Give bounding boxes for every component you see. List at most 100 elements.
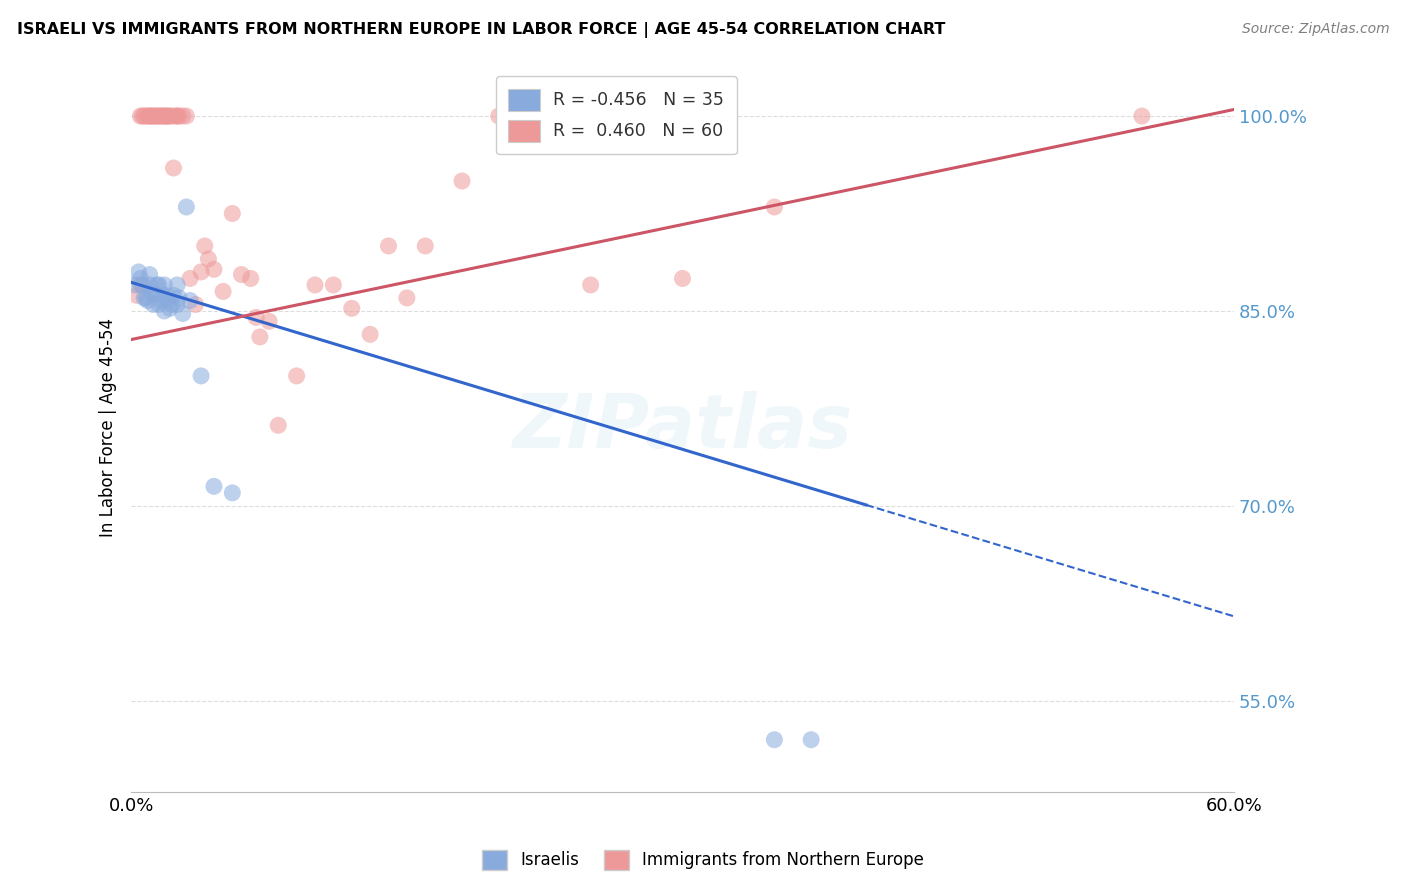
Legend: R = -0.456   N = 35, R =  0.460   N = 60: R = -0.456 N = 35, R = 0.460 N = 60 bbox=[496, 77, 737, 154]
Point bbox=[141, 109, 163, 123]
Point bbox=[172, 109, 194, 123]
Point bbox=[165, 109, 187, 123]
Y-axis label: In Labor Force | Age 45-54: In Labor Force | Age 45-54 bbox=[100, 318, 117, 537]
Point bbox=[285, 368, 308, 383]
Point bbox=[249, 330, 271, 344]
Point bbox=[800, 732, 823, 747]
Point bbox=[146, 109, 169, 123]
Point bbox=[152, 109, 174, 123]
Point bbox=[132, 291, 155, 305]
Point bbox=[166, 297, 188, 311]
Point bbox=[304, 277, 326, 292]
Point bbox=[138, 268, 160, 282]
Point bbox=[156, 109, 179, 123]
Point bbox=[160, 297, 183, 311]
Text: ISRAELI VS IMMIGRANTS FROM NORTHERN EUROPE IN LABOR FORCE | AGE 45-54 CORRELATIO: ISRAELI VS IMMIGRANTS FROM NORTHERN EURO… bbox=[17, 22, 945, 38]
Point bbox=[152, 288, 174, 302]
Point bbox=[579, 277, 602, 292]
Point bbox=[159, 301, 181, 316]
Point bbox=[143, 287, 166, 301]
Point bbox=[155, 109, 177, 123]
Point bbox=[135, 291, 157, 305]
Point bbox=[143, 109, 166, 123]
Point bbox=[148, 297, 170, 311]
Point bbox=[395, 291, 418, 305]
Point bbox=[231, 268, 253, 282]
Point bbox=[202, 479, 225, 493]
Point bbox=[257, 314, 280, 328]
Point bbox=[160, 109, 183, 123]
Point bbox=[155, 288, 177, 302]
Point bbox=[221, 486, 243, 500]
Point bbox=[671, 271, 693, 285]
Point bbox=[156, 293, 179, 308]
Point bbox=[135, 109, 157, 123]
Point bbox=[153, 277, 176, 292]
Point bbox=[131, 277, 153, 292]
Point bbox=[763, 200, 786, 214]
Point bbox=[162, 161, 184, 175]
Point bbox=[148, 109, 170, 123]
Point bbox=[153, 109, 176, 123]
Point bbox=[166, 109, 188, 123]
Point bbox=[128, 265, 150, 279]
Point bbox=[179, 293, 201, 308]
Point bbox=[148, 277, 170, 292]
Legend: Israelis, Immigrants from Northern Europe: Israelis, Immigrants from Northern Europ… bbox=[475, 843, 931, 877]
Point bbox=[138, 277, 160, 292]
Point bbox=[149, 293, 172, 308]
Point bbox=[153, 304, 176, 318]
Point bbox=[132, 109, 155, 123]
Point bbox=[167, 291, 190, 305]
Point bbox=[142, 109, 165, 123]
Point bbox=[377, 239, 399, 253]
Point bbox=[142, 109, 165, 123]
Point bbox=[212, 285, 235, 299]
Point bbox=[156, 109, 179, 123]
Point bbox=[267, 418, 290, 433]
Point bbox=[451, 174, 474, 188]
Point bbox=[239, 271, 262, 285]
Point bbox=[146, 277, 169, 292]
Point bbox=[340, 301, 363, 316]
Point bbox=[763, 732, 786, 747]
Point bbox=[245, 310, 267, 325]
Point bbox=[167, 109, 190, 123]
Point bbox=[179, 271, 201, 285]
Point bbox=[148, 109, 170, 123]
Point bbox=[142, 297, 165, 311]
Point bbox=[162, 288, 184, 302]
Point bbox=[190, 265, 212, 279]
Point bbox=[136, 293, 159, 308]
Point bbox=[194, 239, 217, 253]
Point bbox=[129, 109, 152, 123]
Point bbox=[129, 271, 152, 285]
Point bbox=[166, 277, 188, 292]
Point bbox=[141, 285, 163, 299]
Point bbox=[176, 200, 198, 214]
Text: Source: ZipAtlas.com: Source: ZipAtlas.com bbox=[1241, 22, 1389, 37]
Point bbox=[159, 109, 181, 123]
Point bbox=[129, 277, 152, 292]
Point bbox=[124, 277, 146, 292]
Point bbox=[138, 109, 160, 123]
Point bbox=[359, 327, 381, 342]
Point bbox=[125, 288, 148, 302]
Point bbox=[322, 277, 344, 292]
Text: ZIPatlas: ZIPatlas bbox=[513, 392, 852, 465]
Point bbox=[488, 109, 510, 123]
Point bbox=[131, 109, 153, 123]
Point bbox=[413, 239, 436, 253]
Point bbox=[197, 252, 219, 266]
Point bbox=[149, 109, 172, 123]
Point bbox=[1130, 109, 1153, 123]
Point bbox=[166, 109, 188, 123]
Point bbox=[153, 109, 176, 123]
Point bbox=[184, 297, 207, 311]
Point bbox=[138, 109, 160, 123]
Point bbox=[176, 109, 198, 123]
Point bbox=[190, 368, 212, 383]
Point bbox=[221, 206, 243, 220]
Point bbox=[136, 109, 159, 123]
Point bbox=[172, 306, 194, 320]
